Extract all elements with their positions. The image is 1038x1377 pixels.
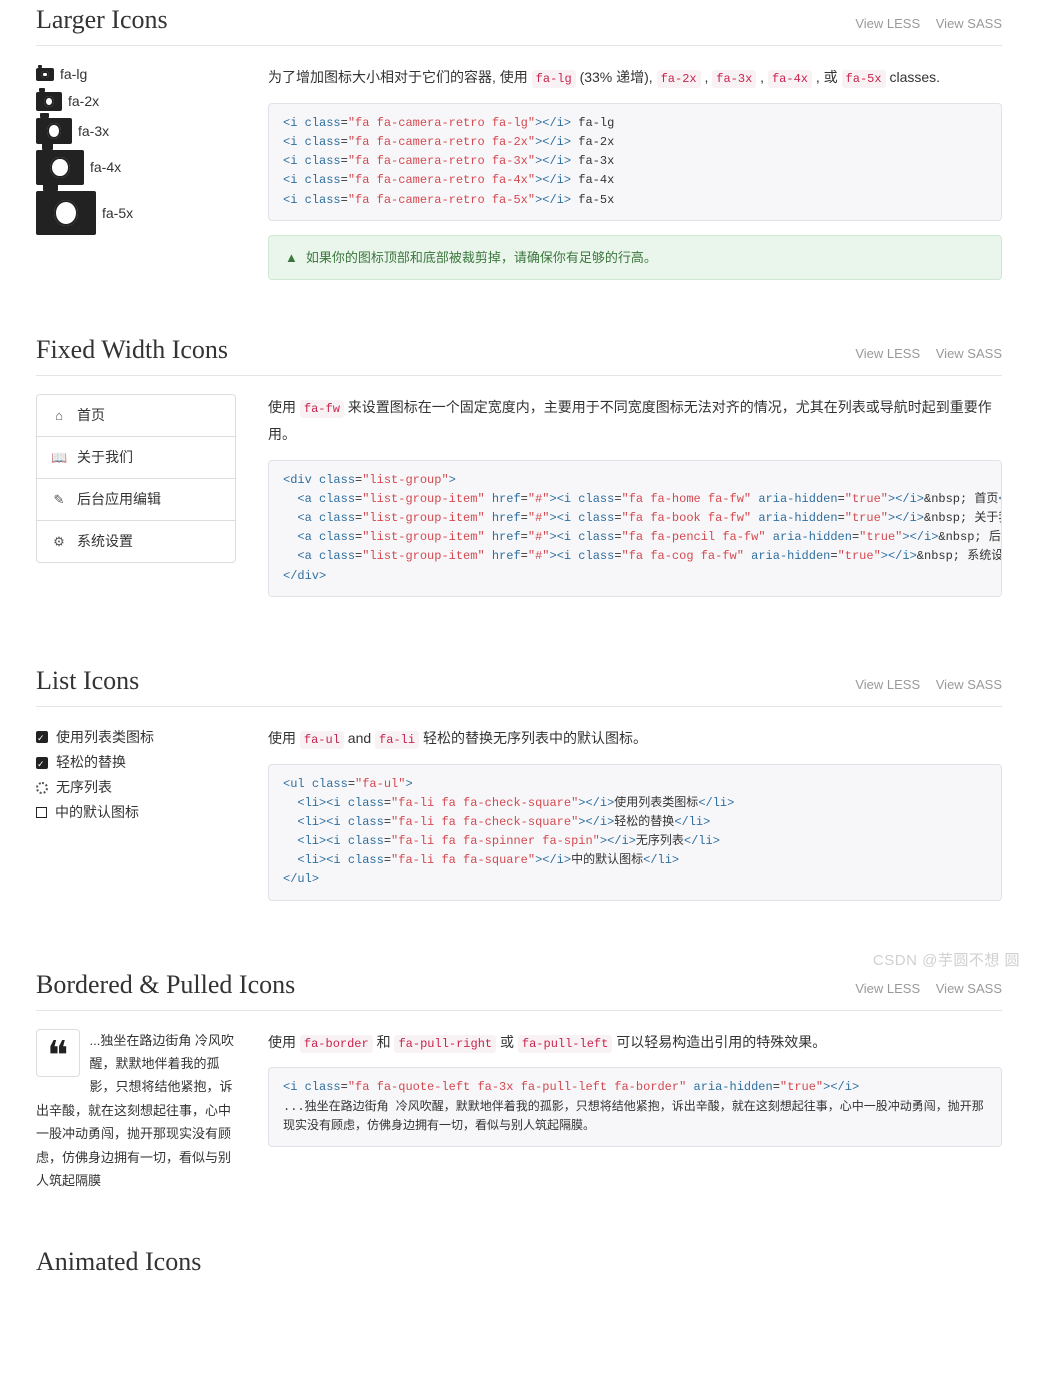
size-row-fa-lg: fa-lg	[36, 64, 236, 85]
size-label: fa-4x	[90, 157, 121, 178]
section-title: Bordered & Pulled Icons	[36, 965, 295, 1004]
check-square-icon	[36, 731, 48, 743]
list-item-label: 轻松的替换	[56, 750, 126, 775]
section-title: Fixed Width Icons	[36, 330, 228, 369]
quote-left-icon: ❝	[36, 1029, 80, 1077]
camera-retro-icon	[36, 92, 62, 111]
spinner-icon	[36, 782, 48, 794]
view-less-link[interactable]: View LESS	[855, 16, 920, 31]
section-header: Animated Icons	[36, 1242, 1002, 1287]
list-item-label: 关于我们	[77, 447, 133, 468]
list-group-item-settings[interactable]: ⚙ 系统设置	[37, 521, 235, 562]
list-item: 轻松的替换	[36, 750, 236, 775]
camera-retro-icon	[36, 191, 96, 235]
section-animated-icons: Animated Icons	[36, 1242, 1002, 1287]
size-label: fa-lg	[60, 64, 87, 85]
view-less-link[interactable]: View LESS	[855, 981, 920, 996]
alert-success: ▲ 如果你的图标顶部和底部被裁剪掉，请确保你有足够的行高。	[268, 235, 1002, 281]
view-links: View LESS View SASS	[843, 14, 1002, 34]
section-fixed-width: Fixed Width Icons View LESS View SASS ⌂ 首…	[36, 330, 1002, 611]
settings-icon: ⚙	[51, 532, 67, 552]
list-item-label: 使用列表类图标	[56, 725, 154, 750]
larger-code-block: <i class="fa fa-camera-retro fa-lg"></i>…	[268, 103, 1002, 221]
view-links: View LESS View SASS	[843, 979, 1002, 999]
larger-description: 为了增加图标大小相对于它们的容器, 使用 fa-lg (33% 递增), fa-…	[268, 64, 1002, 91]
alert-text: 如果你的图标顶部和底部被裁剪掉，请确保你有足够的行高。	[306, 248, 657, 268]
list-item-label: 首页	[77, 405, 105, 426]
size-label: fa-5x	[102, 203, 133, 224]
view-links: View LESS View SASS	[843, 344, 1002, 364]
section-title: Larger Icons	[36, 0, 168, 39]
fixed-description: 使用 fa-fw 来设置图标在一个固定宽度内，主要用于不同宽度图标无法对齐的情况…	[268, 394, 1002, 447]
square-icon	[36, 807, 47, 818]
list-item-label: 系统设置	[77, 531, 133, 552]
camera-retro-icon	[36, 68, 54, 81]
larger-icons-demo: fa-lg fa-2x fa-3x fa-4x fa-5x	[36, 64, 236, 280]
section-title: List Icons	[36, 661, 139, 700]
size-row-fa-4x: fa-4x	[36, 150, 236, 185]
camera-retro-icon	[36, 118, 72, 144]
list-item-label: 无序列表	[56, 775, 112, 800]
size-label: fa-3x	[78, 121, 109, 142]
camera-retro-icon	[36, 150, 84, 185]
section-larger-icons: Larger Icons View LESS View SASS fa-lgfa…	[36, 0, 1002, 280]
section-bordered-pulled: Bordered & Pulled Icons View LESS View S…	[36, 965, 1002, 1193]
list-item-label: 后台应用编辑	[77, 489, 161, 510]
list-description: 使用 fa-ul and fa-li 轻松的替换无序列表中的默认图标。	[268, 725, 1002, 752]
size-row-fa-3x: fa-3x	[36, 118, 236, 144]
view-sass-link[interactable]: View SASS	[936, 16, 1002, 31]
section-title: Animated Icons	[36, 1242, 201, 1281]
size-row-fa-2x: fa-2x	[36, 91, 236, 112]
list-item: 中的默认图标	[36, 800, 236, 825]
bordered-description: 使用 fa-border 和 fa-pull-right 或 fa-pull-l…	[268, 1029, 1002, 1056]
warning-icon: ▲	[285, 248, 298, 268]
section-header: Fixed Width Icons View LESS View SASS	[36, 330, 1002, 376]
home-icon: ⌂	[51, 406, 67, 426]
view-sass-link[interactable]: View SASS	[936, 677, 1002, 692]
size-row-fa-5x: fa-5x	[36, 191, 236, 235]
quote-demo: ❝ ...独坐在路边街角 冷风吹醒，默默地伴着我的孤影，只想将结他紧抱，诉出辛酸…	[36, 1029, 236, 1193]
fixed-code-block: <div class="list-group"> <a class="list-…	[268, 460, 1002, 597]
section-header: List Icons View LESS View SASS	[36, 661, 1002, 707]
size-label: fa-2x	[68, 91, 99, 112]
list-group-item-edit[interactable]: ✎ 后台应用编辑	[37, 479, 235, 521]
fa-ul-demo: 使用列表类图标轻松的替换无序列表中的默认图标	[36, 725, 236, 826]
about-icon: 📖	[51, 448, 67, 468]
list-group-item-about[interactable]: 📖 关于我们	[37, 437, 235, 479]
list-item-label: 中的默认图标	[55, 800, 139, 825]
section-header: Larger Icons View LESS View SASS	[36, 0, 1002, 46]
view-less-link[interactable]: View LESS	[855, 677, 920, 692]
view-sass-link[interactable]: View SASS	[936, 981, 1002, 996]
view-links: View LESS View SASS	[843, 675, 1002, 695]
section-header: Bordered & Pulled Icons View LESS View S…	[36, 965, 1002, 1011]
list-item: 无序列表	[36, 775, 236, 800]
list-group-item-home[interactable]: ⌂ 首页	[37, 395, 235, 437]
list-group-demo: ⌂ 首页 📖 关于我们 ✎ 后台应用编辑 ⚙ 系统设置	[36, 394, 236, 563]
edit-icon: ✎	[51, 490, 67, 510]
list-item: 使用列表类图标	[36, 725, 236, 750]
view-less-link[interactable]: View LESS	[855, 346, 920, 361]
section-list-icons: List Icons View LESS View SASS 使用列表类图标轻松…	[36, 661, 1002, 915]
bordered-code-block: <i class="fa fa-quote-left fa-3x fa-pull…	[268, 1067, 1002, 1147]
list-code-block: <ul class="fa-ul"> <li><i class="fa-li f…	[268, 764, 1002, 901]
check-square-icon	[36, 757, 48, 769]
view-sass-link[interactable]: View SASS	[936, 346, 1002, 361]
